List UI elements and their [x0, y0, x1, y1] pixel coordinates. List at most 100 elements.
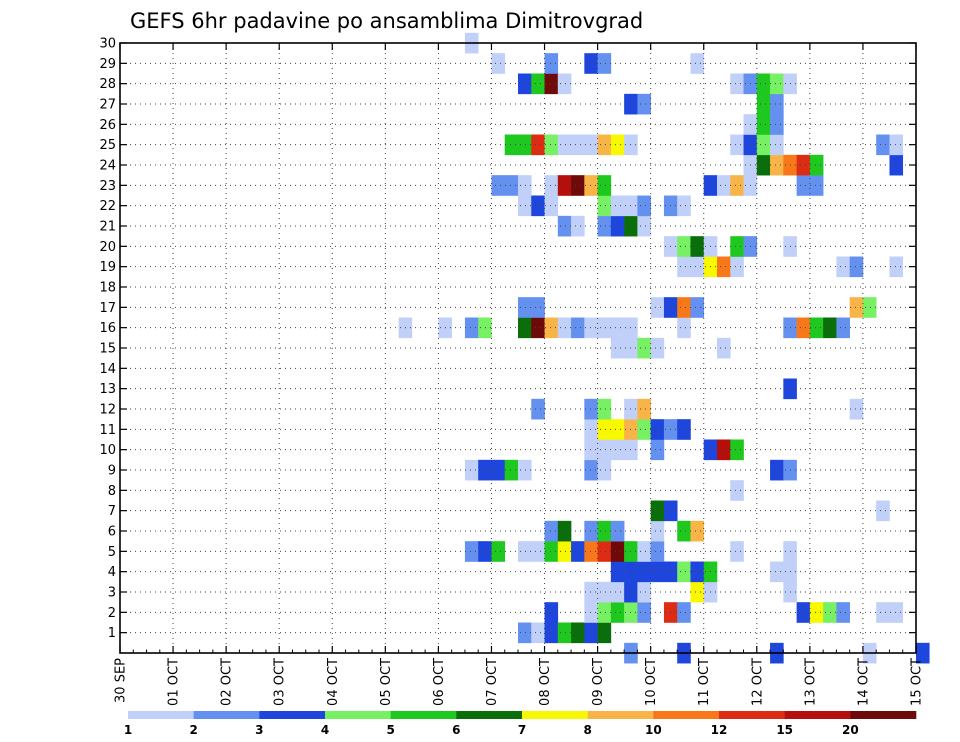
x-tick-label: 11 OCT — [697, 658, 712, 706]
precip-cell — [610, 134, 625, 156]
x-tick-label: 08 OCT — [538, 658, 553, 706]
precip-cell — [597, 398, 612, 420]
y-tick-label: 25 — [99, 138, 116, 153]
precip-cell — [770, 93, 784, 115]
precip-cell — [491, 53, 506, 74]
y-tick-label: 28 — [99, 77, 116, 92]
y-tick-label: 18 — [99, 281, 116, 296]
precip-cell — [889, 602, 904, 623]
precip-cell — [464, 459, 479, 481]
precip-cell — [796, 317, 811, 339]
precip-cell — [756, 114, 771, 135]
precip-cell — [836, 256, 850, 278]
precip-cell — [597, 581, 612, 603]
precip-cell — [677, 317, 691, 339]
legend-label: 1 — [124, 723, 132, 737]
precip-cell — [584, 459, 598, 481]
precip-cell — [730, 480, 744, 501]
precip-cell — [690, 561, 705, 583]
chart-title: GEFS 6hr padavine po ansamblima Dimitrov… — [130, 9, 643, 33]
precip-cell — [597, 195, 612, 217]
legend-swatch — [653, 711, 720, 719]
precip-cell — [518, 297, 532, 318]
y-tick-label: 30 — [99, 37, 116, 52]
precip-cell — [836, 602, 850, 623]
precip-cell — [650, 520, 665, 542]
precip-cell — [597, 317, 612, 339]
precip-cell — [809, 175, 824, 196]
precip-cell — [571, 541, 585, 562]
precip-cell — [876, 500, 890, 522]
precip-cell — [584, 602, 598, 623]
precip-cell — [571, 175, 585, 196]
x-tick-label: 07 OCT — [485, 658, 500, 706]
precip-cell — [730, 439, 744, 461]
precip-cell — [597, 459, 612, 481]
precip-cell — [531, 398, 545, 420]
precip-cell — [557, 134, 572, 156]
precip-cell — [876, 134, 890, 156]
y-tick-label: 27 — [99, 98, 116, 113]
precip-cell — [637, 602, 651, 623]
x-tick-label: 13 OCT — [803, 658, 818, 706]
precip-cell — [862, 297, 877, 318]
precip-cell — [557, 541, 572, 562]
precip-cell — [717, 439, 731, 461]
y-tick-label: 21 — [99, 220, 116, 235]
x-tick-label: 06 OCT — [432, 658, 447, 706]
y-tick-label: 2 — [108, 606, 116, 621]
y-tick-label: 19 — [99, 260, 116, 275]
precip-cell — [823, 602, 837, 623]
precip-cell — [584, 520, 598, 542]
precip-cell — [730, 134, 744, 156]
precip-cell — [637, 561, 651, 583]
y-tick-label: 9 — [108, 464, 116, 479]
precip-cell — [677, 256, 691, 278]
precip-cell — [557, 622, 572, 644]
precip-cell — [597, 520, 612, 542]
precip-cell — [836, 317, 850, 339]
precip-cell — [610, 581, 625, 603]
precip-cell — [544, 175, 559, 196]
precip-cell — [809, 602, 824, 623]
precip-cell — [690, 520, 705, 542]
precip-cell — [571, 317, 585, 339]
precip-cell — [650, 419, 665, 440]
precip-cell — [544, 520, 559, 542]
precip-cell — [597, 175, 612, 196]
precip-cell — [770, 73, 784, 95]
precip-cell — [650, 541, 665, 562]
precip-cell — [518, 134, 532, 156]
precip-cell — [531, 622, 545, 644]
precip-cell — [544, 53, 559, 74]
grid-lines — [120, 42, 916, 653]
precip-cell — [584, 175, 598, 196]
legend-label: 8 — [583, 723, 591, 737]
legend-label: 12 — [711, 723, 728, 737]
precip-cell — [464, 541, 479, 562]
legend-swatch — [719, 711, 785, 719]
x-tick-label: 05 OCT — [379, 658, 394, 706]
precip-cell — [637, 215, 651, 237]
legend-swatch — [259, 711, 326, 719]
x-tick-label: 14 OCT — [856, 658, 871, 706]
precip-cell — [491, 541, 506, 562]
precip-cell — [610, 439, 625, 461]
precip-cell — [597, 439, 612, 461]
precip-cell — [650, 500, 665, 522]
precip-cell — [504, 175, 519, 196]
legend-swatch — [522, 711, 588, 719]
precip-cell — [677, 520, 691, 542]
precip-cell — [717, 175, 731, 196]
x-tick-label: 03 OCT — [273, 658, 288, 706]
x-tick-label: 02 OCT — [220, 658, 235, 706]
x-tick-label: 10 OCT — [644, 658, 659, 706]
y-tick-label: 17 — [99, 301, 116, 316]
y-tick-label: 12 — [99, 403, 116, 418]
precip-cell — [677, 297, 691, 318]
precip-cell — [544, 541, 559, 562]
y-tick-label: 8 — [108, 484, 116, 499]
precip-cell — [650, 561, 665, 583]
y-tick-label: 5 — [108, 545, 116, 560]
